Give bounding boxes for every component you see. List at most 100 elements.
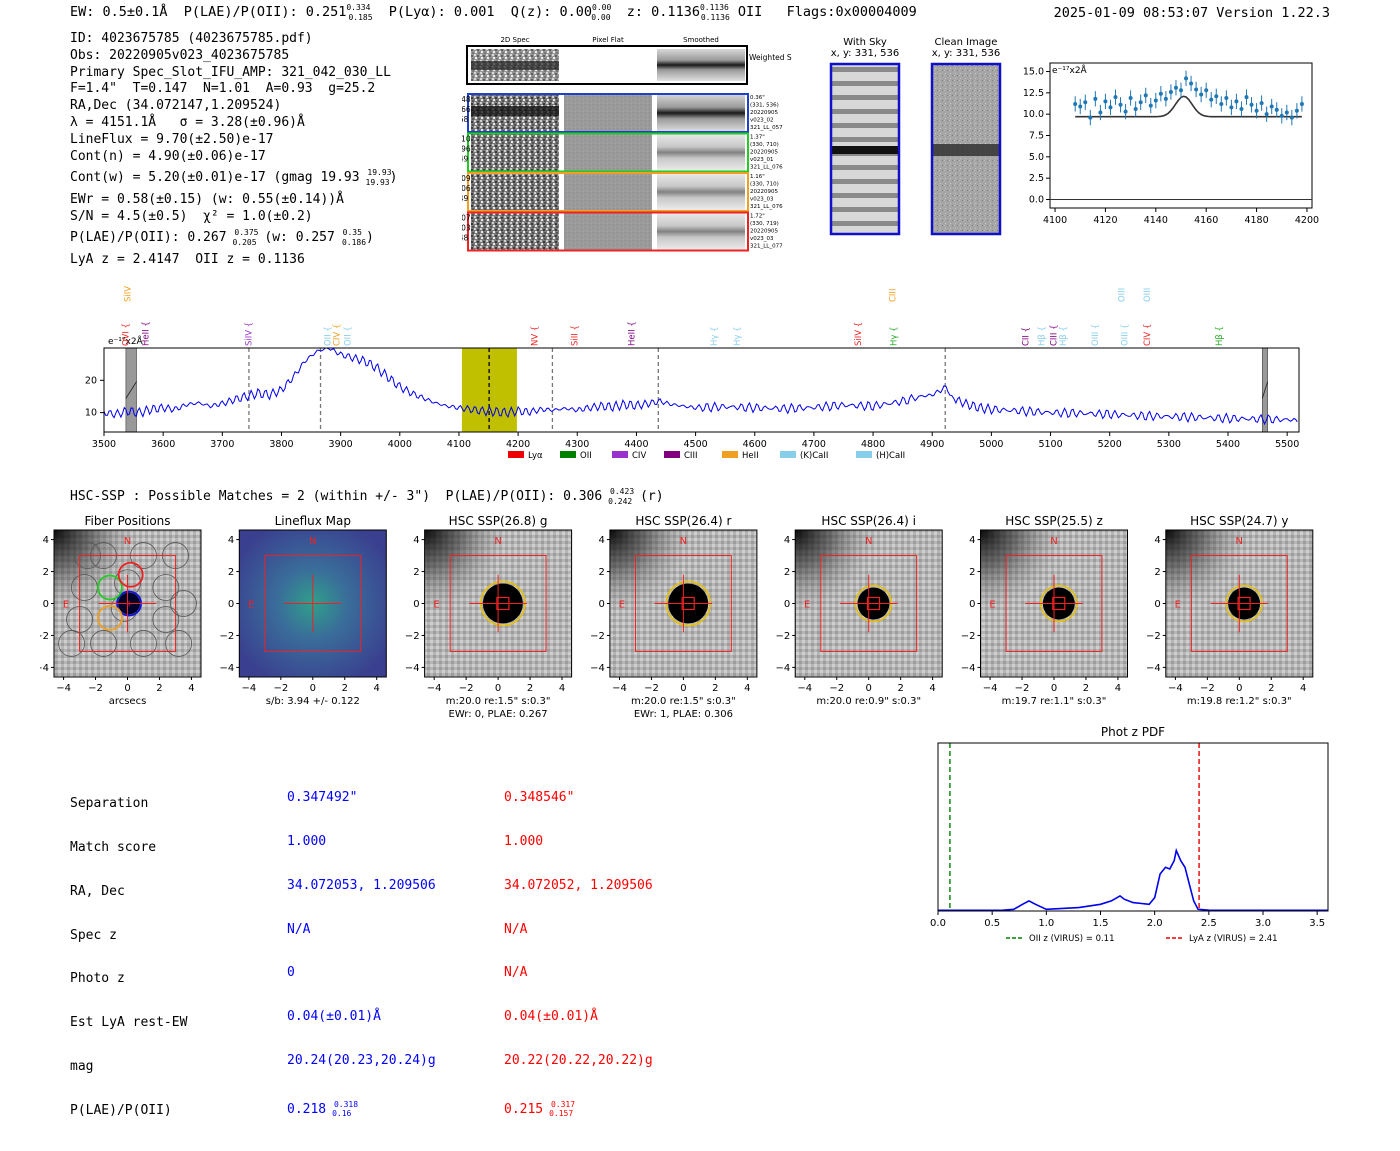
hsc-xtick-label: 0 [1051,683,1057,694]
spec-line-label: OIII [1143,288,1153,302]
match1-spec-z: N/A [287,921,311,937]
fit-data-point [1204,88,1209,93]
match1-lya-ew: 0.04(±0.01)Å [287,1009,381,1025]
fit-data-point [1244,95,1249,100]
info-line-radec: RA,Dec (34.072147,1.209524) [70,98,282,114]
compass-east: E [433,600,439,611]
spec-line-label: Hγ { [733,326,743,346]
fit-data-point [1229,105,1234,110]
info-line-ewr: EWr = 0.58(±0.15) (w: 0.55(±0.14))Å [70,191,344,207]
spec-line-label: SiII { [570,325,580,346]
fiber-circle [152,574,180,601]
info-line-obs: Obs: 20220905v023_4023675785 [70,47,290,63]
cutout-row-border [467,93,749,133]
hsc-ytick-label: 4 [1154,535,1160,546]
cutout-row-meta: 321_LL_077 [750,244,783,250]
fit-data-point [1279,113,1284,118]
hsc-caption-2: EWr: 0, PLAE: 0.267 [449,709,548,720]
match1-plae-sub: 0.16 [332,1109,352,1119]
spec-line-label: Hγ { [710,326,720,346]
spec-legend-swatch [612,451,628,458]
cutout-row-value: 1.03 [462,224,471,233]
hsc-xtick-label: −4 [797,683,812,694]
fit-data-point [1179,88,1183,93]
hsc-panel-title: Fiber Positions [84,514,170,528]
hsc-panel-title: HSC SSP(26.8) g [449,514,548,528]
spec-ytick-label: 10 [85,408,97,419]
hsc-xtick-label: 2 [1268,683,1274,694]
match1-photo-z: 0 [287,965,295,981]
fit-data-point [1299,101,1304,106]
hsc-ytick-label: −4 [40,663,49,674]
hsc-ytick-label: −2 [590,631,605,642]
hsc-panel-3: HSC SSP(26.8) g N E 4 2 0 −2 −4 −4 −2 0 2 4 m:20.0 re… [405,514,573,720]
hsc-title-sup: 0.423 [610,487,635,496]
match1-mag: 20.24(20.23,20.24)g [287,1052,436,1068]
fit-data-point [1274,107,1279,112]
info-plae-sup: 0.375 [234,228,259,238]
clean-image-coord: x, y: 331, 536 [931,48,1001,59]
hsc-fov-box [634,555,732,652]
clean-image [930,62,1002,236]
hsc-fov-box [1190,555,1288,652]
cutout-row-border [467,132,749,173]
header-summary: EW: 0.5±0.1Å P(LAE)/P(OII): 0.2510.3340.… [70,3,917,22]
label-spec-z: Spec z [70,927,117,943]
hsc-ytick-label: −4 [405,663,420,674]
photz-curve [937,847,1328,912]
fit-data-point [1073,101,1078,106]
info-gmag-sup: 19.93 [367,168,392,178]
fit-data-point [1163,96,1168,101]
fit-xtick-label: 4160 [1194,215,1218,226]
with-sky-title: With Sky [843,37,887,48]
spec-line-label: SiIV { [854,322,864,346]
hsc-caption: m:20.0 re:0.9" s:0.3" [816,696,921,707]
cutout-smoothed [657,173,745,211]
hsc-ytick-label: −2 [220,631,235,642]
match2-plae: 0.215 0.3170.157 [504,1098,653,1122]
hsc-xtick-label: 0 [866,683,872,694]
fit-data-point [1113,95,1118,100]
spec-legend-swatch [856,451,872,458]
photz-legend: OII z (VIRUS) = 0.11 LyA z (VIRUS) = 2.41 [1006,934,1278,944]
fit-ytick-label: 2.5 [1029,173,1044,184]
hsc-xtick-label: −2 [1200,683,1215,694]
hsc-ytick-label: −4 [220,663,235,674]
spec-masked-hatch [1261,381,1269,399]
spec-xtick-label: 4700 [802,439,826,450]
header-z-sub: 0.1136 [700,12,730,22]
cutout-row-value: 148 [462,234,469,243]
spec-xtick-label: 3900 [329,439,353,450]
photz-xtick-label: 3.0 [1255,918,1271,929]
fit-xtick-label: 4180 [1244,215,1268,226]
spec-xtick-label: 5500 [1275,439,1299,450]
compass-east: E [248,600,254,611]
fit-data-point [1128,95,1133,100]
hsc-title-tail: (r) [640,489,664,504]
match2-lya-ew: 0.04(±0.01)Å [504,1009,598,1025]
spec-line-label: OIII { [1091,324,1101,346]
compass-east: E [63,600,69,611]
fit-data-point [1108,105,1113,110]
header-qz-sup: 0.00 [592,3,612,12]
cutout-row-meta: 321_LL_076 [750,165,783,171]
match2-score: 1.000 [504,833,544,849]
hsc-panel-6: HSC SSP(25.5) z N E 4 2 0 −2 −4 −4 −2 0 2 4 m:19.7 re… [961,514,1128,707]
clean-image-title: Clean Image [934,37,998,48]
weighted-sum-row: Weighted Sum [466,45,792,85]
spec-line-label: SiIV [124,286,134,302]
spec-line-label: OIII [1117,288,1127,302]
photz-xtick-label: 0.0 [930,918,946,929]
fit-xtick-label: 4100 [1043,215,1067,226]
spec-line-label: SiIV { [244,322,254,346]
label-match-score: Match score [70,839,157,855]
cutout-pixelflat [564,212,652,251]
fit-data-point [1224,95,1229,100]
detection-info: ID: 4023675785 (4023675785.pdf) Obs: 202… [70,31,397,269]
spec-xtick-label: 4300 [565,439,589,450]
cutout-row-value: 1.66 [462,105,471,114]
info-contw-text: Cont(w) = 5.20(±0.01)e-17 (gmag 19.93 [70,170,360,186]
compass-north: N [1236,536,1243,547]
spec-xtick-label: 5400 [1216,439,1240,450]
spec-line-label: Hβ { [1059,326,1069,346]
